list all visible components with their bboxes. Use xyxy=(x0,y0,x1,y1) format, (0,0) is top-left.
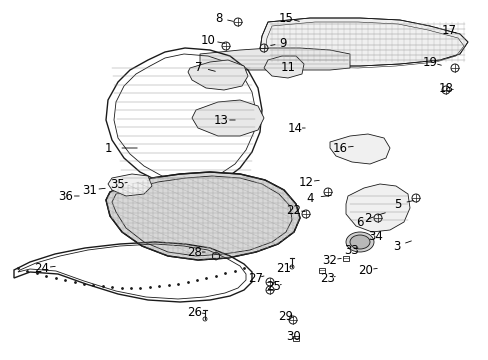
Text: 2: 2 xyxy=(364,212,371,225)
Text: 6: 6 xyxy=(356,216,363,229)
Text: 31: 31 xyxy=(82,184,97,197)
Text: 22: 22 xyxy=(286,203,301,216)
Text: 29: 29 xyxy=(278,310,293,323)
Ellipse shape xyxy=(346,232,373,252)
Text: 20: 20 xyxy=(358,264,373,276)
Text: 25: 25 xyxy=(266,279,281,292)
Bar xyxy=(318,267,325,273)
Text: 9: 9 xyxy=(279,36,286,50)
Bar xyxy=(292,336,298,341)
Text: 19: 19 xyxy=(422,55,437,68)
Polygon shape xyxy=(260,18,467,66)
Bar xyxy=(342,256,348,261)
Text: 17: 17 xyxy=(441,23,456,36)
Text: 28: 28 xyxy=(187,246,202,258)
Text: 12: 12 xyxy=(298,176,313,189)
Text: 36: 36 xyxy=(59,189,73,202)
Text: 24: 24 xyxy=(35,261,49,274)
Text: 11: 11 xyxy=(280,60,295,73)
Ellipse shape xyxy=(349,235,369,249)
Text: 13: 13 xyxy=(213,113,228,126)
Polygon shape xyxy=(187,60,247,90)
Text: 4: 4 xyxy=(305,192,313,204)
Polygon shape xyxy=(200,48,349,70)
Text: 15: 15 xyxy=(278,12,293,24)
Text: 18: 18 xyxy=(438,81,452,95)
Text: 3: 3 xyxy=(392,239,400,252)
Polygon shape xyxy=(346,184,409,232)
Text: 1: 1 xyxy=(104,141,112,154)
Text: 30: 30 xyxy=(286,329,301,342)
Text: 7: 7 xyxy=(195,60,203,73)
Text: 27: 27 xyxy=(248,271,263,284)
Text: 16: 16 xyxy=(332,141,347,154)
Text: 8: 8 xyxy=(215,12,222,24)
Polygon shape xyxy=(106,172,299,260)
Text: 33: 33 xyxy=(344,243,359,257)
Text: 10: 10 xyxy=(200,33,215,46)
Polygon shape xyxy=(108,174,152,196)
Text: 35: 35 xyxy=(110,177,125,190)
Text: 14: 14 xyxy=(287,122,302,135)
Polygon shape xyxy=(264,56,304,78)
Text: 26: 26 xyxy=(187,306,202,319)
Text: 32: 32 xyxy=(322,253,337,266)
Text: 23: 23 xyxy=(320,271,335,284)
Polygon shape xyxy=(329,134,389,164)
Text: 21: 21 xyxy=(276,261,291,274)
Text: 34: 34 xyxy=(368,230,383,243)
Polygon shape xyxy=(192,100,264,136)
Text: 5: 5 xyxy=(393,198,401,211)
